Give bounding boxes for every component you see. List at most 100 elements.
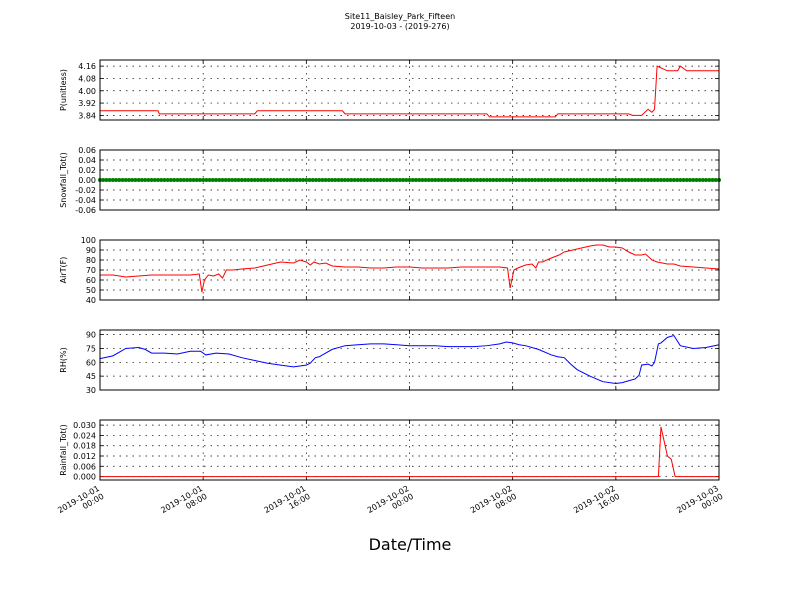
data-point [530, 178, 535, 182]
data-point [304, 178, 309, 182]
x-tick-label: 2019-10-0200:00 [366, 484, 415, 523]
data-point [146, 178, 151, 182]
data-point [288, 178, 293, 182]
data-point [181, 178, 186, 182]
y-tick-label: 0.00 [78, 176, 96, 185]
y-tick-label: 0.06 [78, 146, 96, 155]
data-point [262, 178, 267, 182]
data-point [185, 178, 190, 182]
y-axis-label: AirT(F) [59, 257, 68, 284]
data-point [668, 178, 673, 182]
y-tick-label: 4.16 [78, 62, 96, 71]
data-point [168, 178, 173, 182]
data-point [278, 178, 283, 182]
data-point [349, 178, 354, 182]
data-point [639, 178, 644, 182]
data-point [455, 178, 460, 182]
data-point [655, 178, 660, 182]
data-point [139, 178, 144, 182]
data-point [591, 178, 596, 182]
x-tick-label: 2019-10-0116:00 [263, 484, 312, 523]
data-point [162, 178, 167, 182]
data-point [320, 178, 325, 182]
data-point [620, 178, 625, 182]
data-point [413, 178, 418, 182]
data-point [133, 178, 138, 182]
data-point [423, 178, 428, 182]
data-point [204, 178, 209, 182]
data-point [317, 178, 322, 182]
data-point [381, 178, 386, 182]
y-tick-label: 90 [86, 246, 96, 255]
data-point [675, 178, 680, 182]
data-point [375, 178, 380, 182]
data-point [249, 178, 254, 182]
data-point [407, 178, 412, 182]
data-point [152, 178, 157, 182]
data-point [623, 178, 628, 182]
data-point [559, 178, 564, 182]
data-point [201, 178, 206, 182]
data-point [584, 178, 589, 182]
data-point [272, 178, 277, 182]
y-tick-label: 75 [86, 344, 96, 353]
y-tick-label: 30 [86, 386, 96, 395]
data-point [143, 178, 148, 182]
data-point [410, 178, 415, 182]
data-point [265, 178, 270, 182]
data-point [346, 178, 351, 182]
data-point [149, 178, 154, 182]
y-tick-label: 60 [86, 358, 96, 367]
data-point [230, 178, 235, 182]
data-point [156, 178, 161, 182]
y-tick-label: 0.04 [78, 156, 96, 165]
y-tick-label: -0.02 [75, 186, 96, 195]
y-tick-label: 0.018 [73, 442, 96, 451]
data-point [575, 178, 580, 182]
data-point [246, 178, 251, 182]
data-point [687, 178, 692, 182]
data-point [459, 178, 464, 182]
data-point [243, 178, 248, 182]
data-point [513, 178, 518, 182]
series-line [99, 334, 720, 385]
data-point [600, 178, 605, 182]
data-point [607, 178, 612, 182]
data-point [191, 178, 196, 182]
y-tick-label: 0.012 [73, 452, 96, 461]
data-point [520, 178, 525, 182]
series-line [100, 65, 719, 118]
data-point [597, 178, 602, 182]
data-point [704, 178, 709, 182]
data-point [433, 178, 438, 182]
data-point [314, 178, 319, 182]
data-point [700, 178, 705, 182]
series-line [100, 244, 720, 293]
y-tick-label: 0.030 [73, 421, 96, 430]
data-point [555, 178, 560, 182]
plot-frame [99, 419, 720, 481]
y-tick-label: 0.000 [73, 473, 96, 482]
data-point [233, 178, 238, 182]
data-point [562, 178, 567, 182]
data-point [207, 178, 212, 182]
series-line [100, 426, 719, 478]
data-point [571, 178, 576, 182]
data-point [617, 178, 622, 182]
data-point [578, 178, 583, 182]
y-tick-label: 0.02 [78, 166, 96, 175]
data-point [604, 178, 609, 182]
data-point [442, 178, 447, 182]
data-point [104, 178, 109, 182]
data-point [468, 178, 473, 182]
data-point [372, 178, 377, 182]
y-tick-label: -0.04 [75, 196, 96, 205]
y-tick-label: 80 [86, 256, 96, 265]
data-point [220, 178, 225, 182]
data-point [175, 178, 180, 182]
y-axis-label: P(unitless) [59, 69, 68, 111]
data-point [646, 178, 651, 182]
data-point [420, 178, 425, 182]
y-tick-label: 40 [86, 296, 96, 305]
